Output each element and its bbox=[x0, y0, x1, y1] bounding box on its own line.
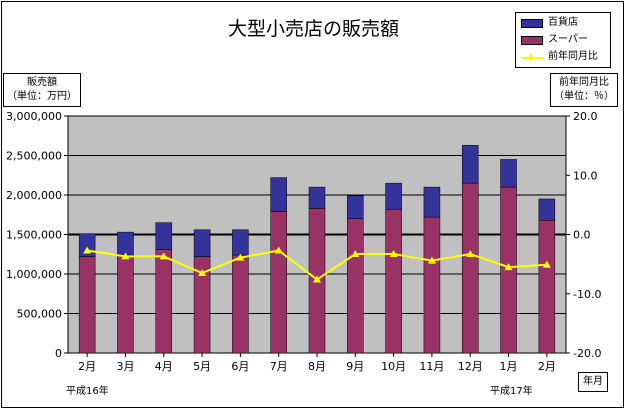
right-axis-tick-label: 20.0 bbox=[573, 110, 598, 123]
bar-department-store bbox=[385, 182, 402, 210]
bar-department-store bbox=[232, 229, 249, 256]
x-axis-tick-label: 2月 bbox=[78, 360, 96, 373]
right-axis-title-line2: （単位：％） bbox=[554, 91, 614, 102]
left-axis-tick-label: 3,000,000 bbox=[6, 110, 62, 123]
legend-item-department-store: 百貨店 bbox=[521, 16, 578, 30]
yoy-point bbox=[466, 250, 475, 258]
x-axis-tick-label: 9月 bbox=[346, 360, 364, 373]
right-axis-tick-label: -20.0 bbox=[573, 347, 601, 360]
bar-supermarket bbox=[78, 256, 96, 354]
legend-item-yoy: 前年同月比 bbox=[521, 50, 598, 64]
bar-supermarket bbox=[423, 216, 441, 354]
x-axis-tick-label: 12月 bbox=[458, 360, 483, 373]
right-axis-tick-label: 10.0 bbox=[573, 169, 598, 182]
yoy-point bbox=[313, 275, 321, 283]
chart-title: 大型小売店の販売額 bbox=[227, 18, 399, 40]
legend-label-supermarket: スーパー bbox=[548, 34, 588, 45]
yoy-point bbox=[542, 260, 551, 268]
bar-supermarket bbox=[461, 182, 479, 354]
x-axis-tick-label: 11月 bbox=[419, 360, 444, 373]
legend-label-department-store: 百貨店 bbox=[548, 17, 578, 28]
x-axis-tick-label: 1月 bbox=[500, 360, 518, 373]
left-axis-title: 販売額 （単位：万円） bbox=[3, 73, 81, 107]
legend-item-supermarket: スーパー bbox=[521, 33, 588, 47]
legend-swatch-supermarket bbox=[521, 35, 543, 45]
yoy-point bbox=[351, 250, 360, 258]
bar-department-store bbox=[308, 186, 326, 209]
x-axis-title: 年月 bbox=[578, 372, 608, 392]
right-axis-title: 前年同月比 （単位：％） bbox=[550, 73, 618, 107]
bar-department-store bbox=[155, 222, 173, 250]
bar-department-store bbox=[423, 186, 441, 218]
yoy-point bbox=[427, 256, 436, 264]
era-label-h16: 平成16年 bbox=[66, 386, 109, 397]
x-axis-tick-label: 3月 bbox=[116, 360, 134, 373]
bar-department-store bbox=[500, 159, 517, 188]
x-axis-tick-label: 6月 bbox=[231, 360, 249, 373]
yoy-point bbox=[389, 250, 398, 258]
left-axis-tick-label: 1,000,000 bbox=[6, 268, 62, 281]
left-axis-title-line2: （単位：万円） bbox=[7, 91, 77, 102]
left-axis-tick-label: 0 bbox=[55, 347, 62, 360]
x-axis-tick-label: 10月 bbox=[381, 360, 406, 373]
x-axis-tick-label: 7月 bbox=[270, 360, 288, 373]
left-axis-title-line1: 販売額 bbox=[27, 77, 57, 88]
left-axis-tick-label: 2,000,000 bbox=[6, 189, 62, 202]
yoy-point bbox=[198, 269, 207, 277]
bar-department-store bbox=[117, 231, 134, 256]
left-axis-tick-label: 2,500,000 bbox=[6, 150, 62, 163]
bar-supermarket bbox=[538, 220, 556, 354]
yoy-point bbox=[121, 252, 130, 260]
bar-department-store bbox=[347, 195, 364, 219]
bar-supermarket bbox=[385, 208, 402, 354]
bar-department-store bbox=[461, 144, 479, 184]
yoy-point bbox=[159, 252, 168, 260]
yoy-point bbox=[504, 263, 513, 271]
bar-department-store bbox=[193, 229, 211, 257]
legend-swatch-department-store bbox=[521, 18, 543, 28]
left-axis-tick-label: 500,000 bbox=[17, 308, 63, 321]
right-axis-title-line1: 前年同月比 bbox=[559, 77, 609, 88]
x-axis-tick-label: 2月 bbox=[538, 360, 556, 373]
bar-department-store bbox=[270, 177, 287, 212]
right-axis-tick-label: -10.0 bbox=[573, 288, 601, 301]
x-axis-tick-label: 4月 bbox=[155, 360, 173, 373]
bar-supermarket bbox=[155, 249, 173, 354]
legend: 百貨店 スーパー 前年同月比 bbox=[515, 12, 611, 68]
bar-supermarket bbox=[232, 254, 249, 354]
legend-label-yoy: 前年同月比 bbox=[548, 51, 598, 62]
bar-supermarket bbox=[347, 218, 364, 354]
bar-supermarket bbox=[270, 211, 287, 354]
bar-department-store bbox=[538, 198, 556, 221]
right-axis-tick-label: 0.0 bbox=[573, 229, 591, 242]
bar-supermarket bbox=[117, 254, 134, 354]
yoy-point bbox=[236, 253, 245, 261]
left-axis-tick-label: 1,500,000 bbox=[6, 229, 62, 242]
yoy-point bbox=[274, 246, 283, 254]
x-axis-tick-label: 8月 bbox=[308, 360, 326, 373]
era-label-h17: 平成17年 bbox=[490, 386, 533, 397]
legend-marker-yoy bbox=[521, 50, 543, 64]
x-axis-tick-label: 5月 bbox=[193, 360, 211, 373]
yoy-point bbox=[83, 246, 92, 254]
